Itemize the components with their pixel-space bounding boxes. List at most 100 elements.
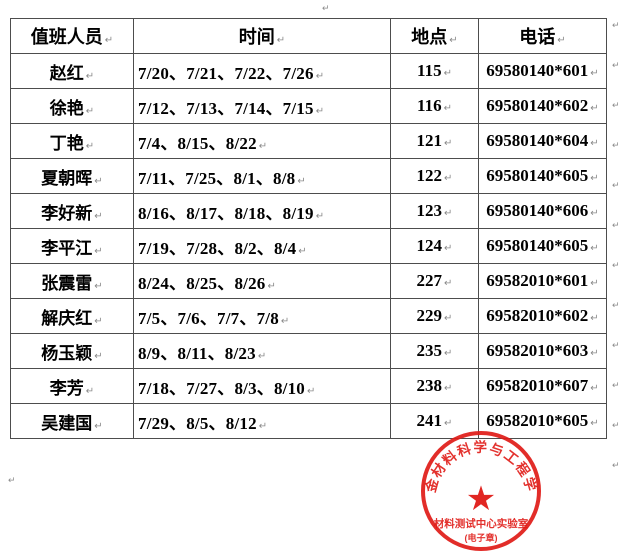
paragraph-mark-outside: ↵ — [612, 100, 620, 110]
cell-time: 7/29、8/5、8/12 ↵ — [133, 403, 391, 439]
cell-time-value: 8/9、8/11、8/23 — [138, 343, 256, 363]
paragraph-mark: ↵ — [557, 35, 566, 46]
cell-phone: 69582010*601 ↵ — [478, 263, 607, 299]
cell-phone-value: 69582010*607 — [486, 376, 589, 395]
cell-place: 115 ↵ — [390, 53, 479, 89]
paragraph-mark: ↵ — [315, 105, 325, 117]
paragraph-mark: ↵ — [443, 68, 452, 79]
cell-phone: 69580140*605 ↵ — [478, 228, 607, 264]
paragraph-mark-bottom: ↵ — [8, 475, 16, 485]
cell-phone-value: 69582010*602 — [486, 306, 589, 325]
column-header-name-label: 值班人员 — [30, 27, 103, 47]
cell-name-value: 丁艳 — [49, 133, 84, 153]
column-header-name: 值班人员 ↵ — [10, 18, 134, 54]
paragraph-mark: ↵ — [590, 278, 599, 289]
cell-phone: 69580140*604 ↵ — [478, 123, 607, 159]
cell-time-value: 7/12、7/13、7/14、7/15 — [138, 98, 314, 118]
paragraph-mark: ↵ — [104, 35, 114, 46]
paragraph-mark: ↵ — [590, 68, 599, 79]
cell-place: 122 ↵ — [390, 158, 479, 194]
paragraph-mark-outside: ↵ — [612, 20, 620, 30]
paragraph-mark: ↵ — [444, 348, 453, 359]
cell-place-value: 229 — [416, 306, 443, 325]
cell-time: 8/16、8/17、8/18、8/19 ↵ — [133, 193, 391, 229]
paragraph-mark: ↵ — [94, 350, 103, 362]
cell-place: 229 ↵ — [390, 298, 479, 334]
cell-time-value: 8/16、8/17、8/18、8/19 — [138, 203, 314, 223]
paragraph-mark: ↵ — [444, 313, 453, 324]
cell-time-value: 7/18、7/27、8/3、8/10 — [138, 378, 305, 398]
table-row: 赵红 ↵ 7/20、7/21、7/22、7/26 ↵ 115 ↵ 69580140*601 ↵ — [10, 53, 607, 89]
cell-phone-value: 69582010*603 — [486, 341, 589, 360]
table-row: 李好新 ↵ 8/16、8/17、8/18、8/19 ↵ 123 ↵ 69580140*606… — [10, 193, 607, 229]
cell-name: 李芳 ↵ — [10, 368, 134, 404]
cell-place: 238 ↵ — [390, 368, 479, 404]
cell-name: 徐艳 ↵ — [10, 88, 134, 124]
cell-place-value: 227 — [416, 271, 443, 290]
table-header-row: 值班人员 ↵ 时间 ↵ 地点 ↵ 电话 ↵ — [10, 18, 607, 54]
cell-time: 7/18、7/27、8/3、8/10 ↵ — [133, 368, 391, 404]
paragraph-mark-outside: ↵ — [612, 220, 620, 230]
paragraph-mark: ↵ — [315, 70, 325, 82]
paragraph-mark-outside: ↵ — [612, 180, 620, 190]
duty-roster-table: 值班人员 ↵ 时间 ↵ 地点 ↵ 电话 ↵ 赵红 ↵ 7/20、7/21、7/22、7/26… — [10, 18, 607, 439]
cell-place-value: 123 — [416, 201, 443, 220]
column-header-time: 时间 ↵ — [133, 18, 391, 54]
cell-phone-value: 69582010*605 — [486, 411, 589, 430]
cell-time: 8/9、8/11、8/23 ↵ — [133, 333, 391, 369]
cell-name-value: 吴建国 — [41, 413, 93, 433]
cell-time-value: 7/20、7/21、7/22、7/26 — [138, 63, 314, 83]
cell-place: 235 ↵ — [390, 333, 479, 369]
paragraph-mark: ↵ — [449, 35, 458, 46]
cell-phone: 69582010*607 ↵ — [478, 368, 607, 404]
cell-place-value: 116 — [417, 96, 442, 115]
cell-time-value: 8/24、8/25、8/26 — [138, 273, 266, 293]
paragraph-mark: ↵ — [590, 138, 599, 149]
cell-name: 李好新 ↵ — [10, 193, 134, 229]
cell-name-value: 李好新 — [41, 203, 93, 223]
column-header-place-label: 地点 — [411, 27, 448, 47]
paragraph-mark: ↵ — [443, 103, 452, 114]
paragraph-mark: ↵ — [590, 313, 599, 324]
paragraph-mark: ↵ — [258, 140, 268, 152]
cell-name: 赵红 ↵ — [10, 53, 134, 89]
cell-phone-value: 69580140*601 — [486, 61, 589, 80]
column-header-phone-label: 电话 — [519, 27, 556, 47]
paragraph-mark: ↵ — [94, 280, 103, 292]
cell-place: 241 ↵ — [390, 403, 479, 439]
cell-name-value: 赵红 — [49, 63, 84, 83]
paragraph-mark: ↵ — [85, 70, 95, 82]
table-row: 杨玉颖 ↵ 8/9、8/11、8/23 ↵ 235 ↵ 69582010*603 ↵ — [10, 333, 607, 369]
cell-place: 124 ↵ — [390, 228, 479, 264]
cell-phone-value: 69580140*605 — [486, 166, 589, 185]
paragraph-mark: ↵ — [297, 175, 306, 187]
cell-name-value: 杨玉颖 — [41, 343, 93, 363]
paragraph-mark: ↵ — [444, 208, 453, 219]
paragraph-mark-outside: ↵ — [612, 60, 620, 70]
paragraph-mark: ↵ — [298, 245, 307, 257]
cell-phone: 69580140*601 ↵ — [478, 53, 607, 89]
table-row: 丁艳 ↵ 7/4、8/15、8/22 ↵ 121 ↵ 69580140*604 ↵ — [10, 123, 607, 159]
cell-name-value: 张震雷 — [41, 273, 93, 293]
cell-time: 7/4、8/15、8/22 ↵ — [133, 123, 391, 159]
cell-phone-value: 69580140*602 — [486, 96, 589, 115]
paragraph-mark: ↵ — [94, 420, 103, 432]
cell-phone-value: 69580140*604 — [486, 131, 589, 150]
paragraph-mark: ↵ — [590, 348, 599, 359]
paragraph-mark: ↵ — [85, 385, 95, 397]
cell-name-value: 徐艳 — [49, 98, 84, 118]
column-header-phone: 电话 ↵ — [478, 18, 607, 54]
paragraph-mark: ↵ — [258, 420, 268, 432]
table-row: 夏朝晖 ↵ 7/11、7/25、8/1、8/8 ↵ 122 ↵ 69580140*605 ↵ — [10, 158, 607, 194]
svg-text:材料测试中心实验室: 材料测试中心实验室 — [433, 517, 529, 530]
cell-name-value: 解庆红 — [41, 308, 93, 328]
cell-phone: 69580140*605 ↵ — [478, 158, 607, 194]
paragraph-mark: ↵ — [276, 35, 286, 46]
paragraph-mark: ↵ — [444, 243, 453, 254]
cell-time-value: 7/4、8/15、8/22 — [138, 133, 257, 153]
cell-time: 7/20、7/21、7/22、7/26 ↵ — [133, 53, 391, 89]
cell-name: 夏朝晖 ↵ — [10, 158, 134, 194]
paragraph-mark: ↵ — [590, 208, 599, 219]
cell-time-value: 7/19、7/28、8/2、8/4 — [138, 238, 297, 258]
paragraph-mark-outside: ↵ — [612, 460, 620, 470]
